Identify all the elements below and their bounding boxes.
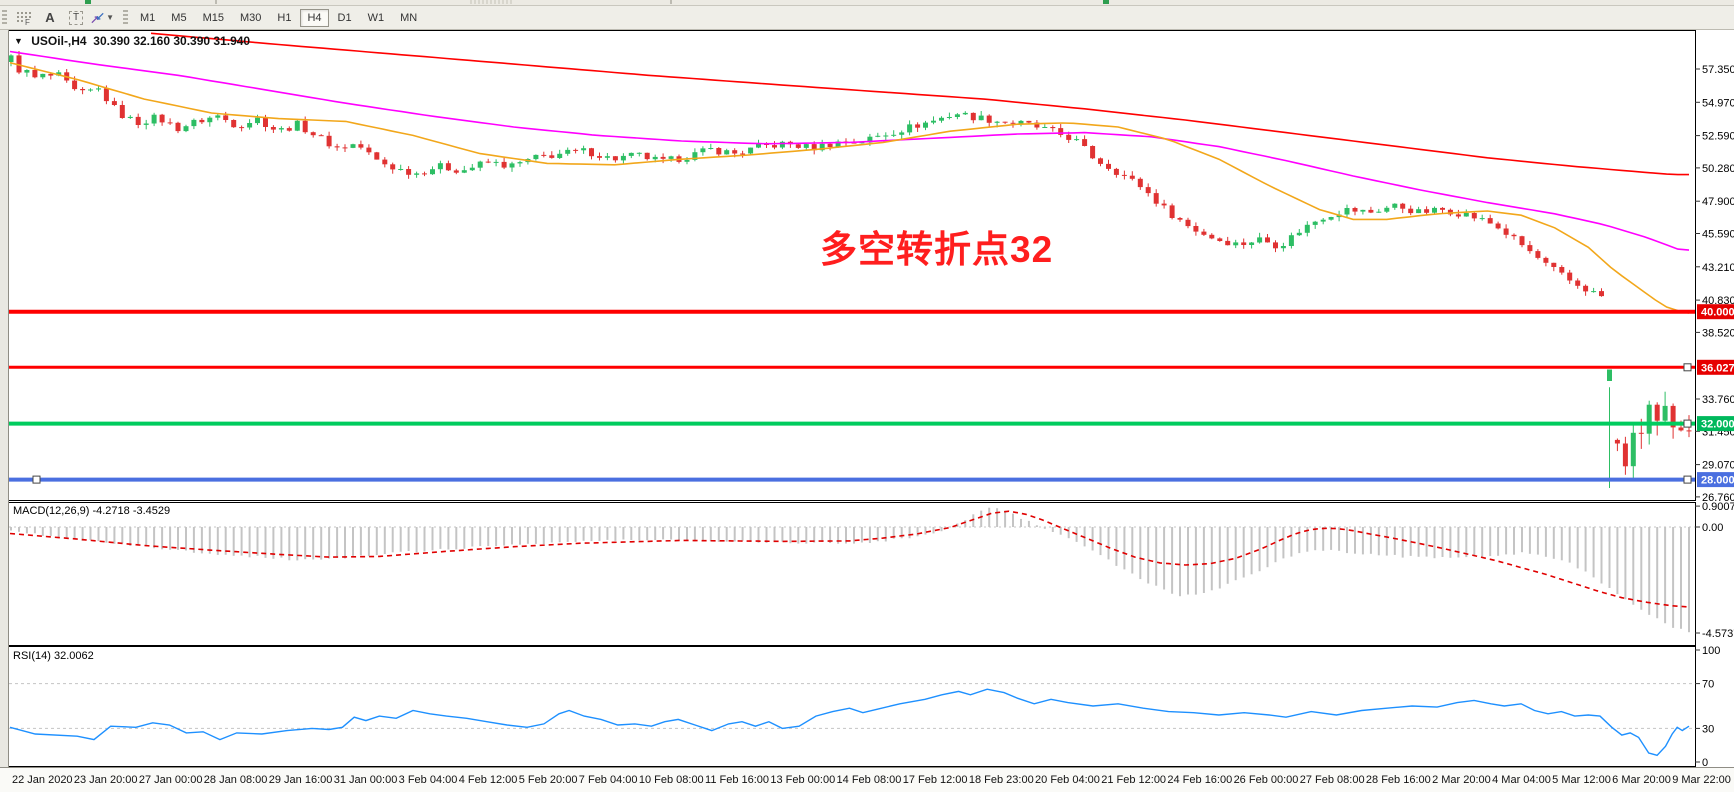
time-axis-label: 22 Jan 2020 (12, 774, 73, 786)
rsi-indicator-label: RSI(14) 32.0062 (13, 650, 94, 662)
time-axis-label: 24 Feb 16:00 (1167, 774, 1233, 786)
pane-frames (8, 30, 1696, 767)
left-panel-strip[interactable] (0, 30, 9, 768)
collapse-triangle-icon[interactable]: ▼ (14, 36, 23, 46)
svg-text:28.000: 28.000 (1701, 475, 1734, 487)
time-axis-label: 18 Feb 23:00 (968, 774, 1034, 786)
time-axis-label: 23 Jan 20:00 (73, 774, 138, 786)
svg-text:38.520: 38.520 (1702, 327, 1734, 339)
dropdown-caret-icon[interactable]: ▼ (106, 13, 114, 22)
svg-text:29.070: 29.070 (1702, 460, 1734, 472)
clipped-separator (215, 0, 217, 4)
time-axis-label: 17 Feb 12:00 (902, 774, 968, 786)
svg-text:43.210: 43.210 (1702, 262, 1734, 274)
time-axis-label: 28 Feb 16:00 (1365, 774, 1431, 786)
text-label-tool-icon[interactable]: T (64, 8, 88, 27)
toolbar-grip[interactable] (2, 10, 7, 25)
svg-text:26.760: 26.760 (1702, 492, 1734, 504)
time-axis-label: 11 Feb 16:00 (705, 774, 770, 786)
chart-title: ▼ USOil-,H4 30.390 32.160 30.390 31.940 (14, 34, 250, 48)
ohlc-readout: 30.390 32.160 30.390 31.940 (93, 34, 251, 48)
svg-text:36.027: 36.027 (1701, 362, 1734, 374)
svg-text:0.9007: 0.9007 (1702, 501, 1734, 513)
candlestick-series (8, 51, 1692, 488)
rsi-line (9, 683, 1695, 757)
time-axis-label: 2 Mar 20:00 (1432, 774, 1491, 786)
svg-text:100: 100 (1702, 645, 1720, 657)
svg-text:52.590: 52.590 (1702, 131, 1734, 143)
font-a-icon[interactable]: A (45, 10, 55, 25)
timeframe-button-m30[interactable]: M30 (239, 11, 262, 24)
timeframe-button-h1[interactable]: H1 (277, 11, 292, 24)
clipped-pressed-button (470, 0, 514, 4)
timeframe-button-h4[interactable]: H4 (300, 8, 329, 27)
time-axis-label: 5 Feb 20:00 (518, 774, 578, 786)
svg-text:0: 0 (1702, 757, 1708, 769)
toolbar-grip[interactable] (123, 10, 128, 25)
dotted-grid-f-icon[interactable]: F (12, 8, 36, 27)
time-axis-label: 4 Feb 12:00 (458, 774, 518, 786)
time-axis-label: 7 Feb 04:00 (578, 774, 638, 786)
clipped-icon-mark (85, 0, 91, 4)
horizontal-level-lines[interactable] (9, 309, 1695, 484)
time-axis-label: 21 Feb 12:00 (1101, 774, 1167, 786)
svg-text:0.00: 0.00 (1702, 522, 1723, 534)
macd-signal-line (9, 510, 1695, 608)
time-axis-label: 14 Feb 08:00 (836, 774, 902, 786)
time-axis-label: 3 Feb 04:00 (398, 774, 458, 786)
svg-text:-4.5737: -4.5737 (1702, 628, 1734, 640)
timeframe-button-m5[interactable]: M5 (171, 11, 187, 24)
svg-text:40.830: 40.830 (1702, 295, 1734, 307)
time-axis-label: 26 Feb 00:00 (1233, 774, 1299, 786)
time-axis[interactable]: 22 Jan 2020 23 Jan 20:00 27 Jan 00:00 28 Ja… (0, 767, 1734, 792)
time-axis-label: 31 Jan 00:00 (333, 774, 398, 786)
time-axis-label: 13 Feb 00:00 (770, 774, 836, 786)
price-axis[interactable]: 57.350 54.970 52.590 50.280 47.900 45.590 43.2… (1695, 64, 1734, 769)
clipped-toolbar-strip (0, 0, 1734, 6)
time-axis-label: 27 Jan 00:00 (138, 774, 203, 786)
clipped-icon-mark (1103, 0, 1109, 4)
symbol-period-label: USOil-,H4 (31, 34, 87, 48)
time-axis-label: 4 Mar 04:00 (1492, 774, 1551, 786)
timeframe-button-d1[interactable]: D1 (337, 11, 352, 24)
timeframe-button-m15[interactable]: M15 (202, 11, 224, 24)
time-axis-label: 29 Jan 16:00 (268, 774, 333, 786)
arrange-arrows-icon[interactable]: ▼ (90, 8, 114, 27)
timeframe-button-mn[interactable]: MN (400, 11, 418, 24)
price-level-badges: 40.000 36.027 32.000 28.000 (1697, 304, 1734, 488)
timeframe-button-group: M1 M5 M15 M30 H1 H4 D1 W1 MN (132, 8, 425, 27)
toolbar: F A T ▼ M1 M5 M15 M30 H1 H4 D1 W1 MN (0, 6, 1734, 30)
time-axis-label: 27 Feb 08:00 (1299, 774, 1365, 786)
svg-text:33.760: 33.760 (1702, 394, 1734, 406)
time-axis-label: 10 Feb 08:00 (638, 774, 704, 786)
macd-indicator-label: MACD(12,26,9) -4.2718 -3.4529 (13, 505, 171, 517)
svg-text:32.000: 32.000 (1701, 419, 1734, 431)
time-axis-label: 20 Feb 04:00 (1035, 774, 1100, 786)
timeframe-button-m1[interactable]: M1 (140, 11, 156, 24)
time-axis-label: 9 Mar 22:00 (1672, 774, 1731, 786)
clipped-separator (670, 0, 672, 4)
svg-text:57.350: 57.350 (1702, 64, 1734, 76)
time-axis-label: 28 Jan 08:00 (203, 774, 268, 786)
svg-text:70: 70 (1702, 679, 1714, 691)
svg-text:45.590: 45.590 (1702, 229, 1734, 241)
time-axis-label: 5 Mar 12:00 (1552, 774, 1611, 786)
chart-annotation[interactable]: 多空转折点32 (820, 229, 1054, 270)
svg-text:40.000: 40.000 (1701, 307, 1734, 319)
time-axis-label: 6 Mar 20:00 (1612, 774, 1671, 786)
svg-text:47.900: 47.900 (1702, 196, 1734, 208)
svg-text:50.280: 50.280 (1702, 163, 1734, 175)
moving-averages (9, 32, 1690, 314)
svg-text:54.970: 54.970 (1702, 97, 1734, 109)
svg-text:30: 30 (1702, 723, 1714, 735)
svg-text:F: F (25, 18, 30, 26)
timeframe-button-w1[interactable]: W1 (367, 11, 385, 24)
